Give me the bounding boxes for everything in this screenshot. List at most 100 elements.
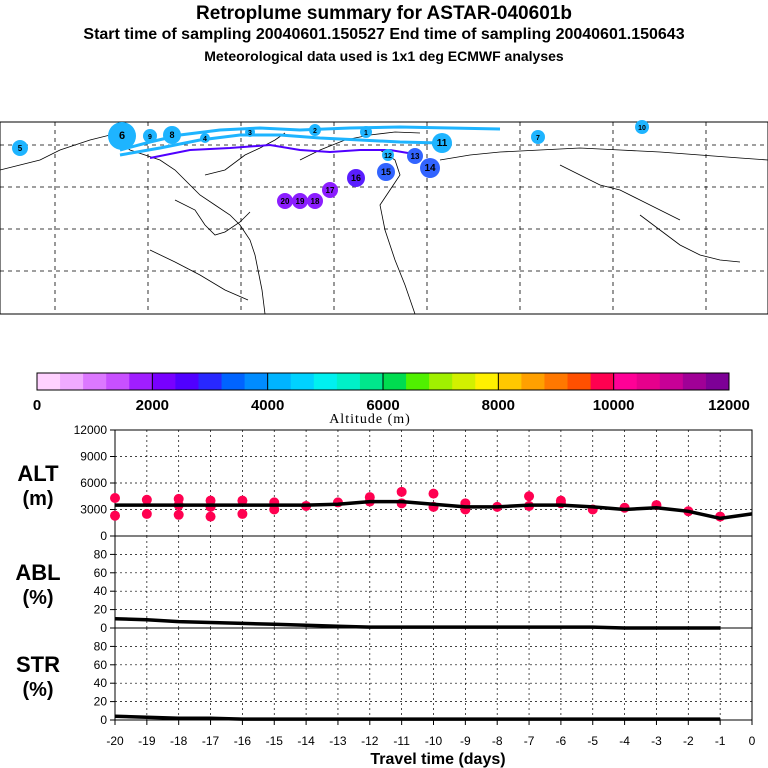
colorbar-swatch <box>152 373 176 390</box>
abl-panel: 80 60 40 20 0 ABL(%) <box>15 535 753 635</box>
map-marker-label: 14 <box>424 163 436 174</box>
colorbar-swatch <box>567 373 592 390</box>
colorbar-swatch <box>383 373 407 390</box>
data-point <box>237 508 248 519</box>
colorbar-swatch <box>37 373 61 390</box>
map-marker-label: 3 <box>248 130 252 137</box>
colorbar-swatch <box>705 373 730 390</box>
data-point <box>173 509 184 520</box>
colorbar-tick-label: 0 <box>33 397 41 414</box>
colorbar-tick-label: 6000 <box>366 397 399 414</box>
colorbar-swatch <box>521 373 545 390</box>
map-marker <box>347 169 365 187</box>
map-marker <box>420 158 440 178</box>
x-tick-label: -6 <box>556 734 567 748</box>
map-marker-label: 12 <box>384 153 392 160</box>
colorbar-swatch <box>613 373 638 390</box>
colorbar-swatch <box>498 373 522 390</box>
colorbar-swatch <box>129 373 153 390</box>
colorbar-swatch <box>452 373 476 390</box>
colorbar-swatch <box>636 373 661 390</box>
y-tick-label: 6000 <box>80 476 107 490</box>
map-marker-label: 16 <box>351 173 361 183</box>
y-axis-label: STR <box>16 652 60 677</box>
y-tick-label: 0 <box>100 621 107 635</box>
x-tick-label: -9 <box>460 734 471 748</box>
y-axis-unit: (%) <box>22 587 53 609</box>
colorbar-swatch <box>60 373 84 390</box>
colorbar-swatch <box>290 373 315 390</box>
map-marker-label: 10 <box>638 125 646 132</box>
colorbar-swatch <box>359 373 384 390</box>
y-tick-label: 20 <box>94 603 108 617</box>
x-tick-label: -18 <box>170 734 188 748</box>
map-marker-label: 20 <box>281 197 290 206</box>
x-tick-label: -14 <box>297 734 315 748</box>
plume-track-secondary <box>149 143 421 159</box>
data-point <box>237 495 248 506</box>
y-tick-label: 0 <box>100 713 107 727</box>
colorbar-swatch <box>544 373 569 390</box>
x-tick-label: -17 <box>202 734 220 748</box>
map-marker <box>143 129 157 143</box>
y-tick-label: 3000 <box>80 503 107 517</box>
data-point <box>141 508 152 519</box>
colorbar-swatch <box>221 373 246 390</box>
map-marker <box>377 163 395 181</box>
map-marker-label: 15 <box>381 167 391 177</box>
data-point <box>269 504 280 515</box>
chart-title: Retroplume summary for ASTAR-040601b <box>196 3 572 24</box>
x-tick-label: -4 <box>619 734 630 748</box>
map-marker <box>200 133 210 143</box>
map-marker-label: 2 <box>313 128 317 135</box>
y-tick-label: 60 <box>94 566 108 580</box>
colorbar-swatch <box>106 373 130 390</box>
colorbar-swatch <box>198 373 223 390</box>
map-marker-label: 19 <box>296 197 305 206</box>
data-point <box>396 486 407 497</box>
x-tick-label: -13 <box>329 734 347 748</box>
x-tick-label: -5 <box>587 734 598 748</box>
map-marker <box>245 127 255 137</box>
colorbar-tick-label: 2000 <box>136 397 169 414</box>
y-axis-label: ALT <box>17 461 59 486</box>
map-marker <box>432 133 452 153</box>
colorbar-swatch <box>175 373 199 390</box>
y-tick-label: 12000 <box>74 423 108 437</box>
map-marker <box>407 148 423 164</box>
colorbar-swatch <box>336 373 361 390</box>
x-tick-label: -15 <box>266 734 284 748</box>
y-axis-label: ABL <box>15 560 60 585</box>
x-tick-label: -12 <box>361 734 379 748</box>
data-point <box>524 491 535 502</box>
altitude-colorbar: 0 2000 4000 6000 8000 10000 12000 Altitude (m) <box>33 372 750 427</box>
y-tick-label: 40 <box>94 584 108 598</box>
str-panel: 80 60 40 20 0 STR(%) <box>16 627 753 727</box>
map-marker <box>12 140 28 156</box>
colorbar-swatch <box>244 373 269 390</box>
map-marker <box>360 126 372 138</box>
x-tick-label: -2 <box>683 734 694 748</box>
x-tick-label: -20 <box>106 734 124 748</box>
map-marker <box>108 122 136 150</box>
colorbar-swatch <box>83 373 107 390</box>
colorbar-swatch <box>682 373 707 390</box>
x-tick-label: -10 <box>425 734 443 748</box>
map-marker <box>322 182 338 198</box>
colorbar-swatch <box>659 373 684 390</box>
colorbar-tick-label: 12000 <box>708 397 750 414</box>
data-point <box>555 495 566 506</box>
map-marker-label: 4 <box>203 136 207 143</box>
map-marker-label: 17 <box>326 186 335 195</box>
series-line <box>114 617 721 630</box>
data-point <box>110 493 120 504</box>
meteorological-data-note: Meteorological data used is 1x1 deg ECMW… <box>204 48 564 64</box>
map-marker <box>277 193 293 209</box>
y-tick-label: 9000 <box>80 450 107 464</box>
map-marker-label: 7 <box>536 135 540 142</box>
colorbar-tick-label: 10000 <box>593 397 635 414</box>
y-axis-unit: (%) <box>22 679 53 701</box>
sampling-times: Start time of sampling 20040601.150527 E… <box>83 26 685 43</box>
